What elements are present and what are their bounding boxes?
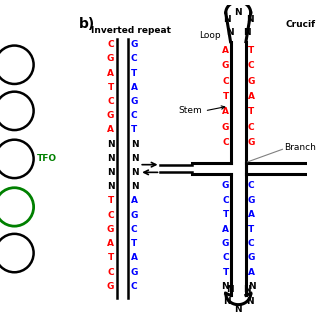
Text: A: A [131,196,138,205]
Text: N: N [223,15,230,24]
Text: N: N [226,285,233,294]
Text: G: G [221,123,228,132]
Text: N: N [235,8,242,17]
Text: G: G [248,76,255,85]
Text: C: C [131,225,137,234]
Text: Loop: Loop [199,31,220,40]
Text: C: C [248,61,254,70]
Text: A: A [107,125,114,134]
Text: Inverted repeat: Inverted repeat [91,26,171,35]
Text: T: T [222,210,228,219]
Text: G: G [248,196,255,205]
Text: C: C [108,211,114,220]
Text: C: C [222,253,228,262]
Text: G: G [107,111,114,120]
Text: G: G [131,40,138,49]
Text: T: T [248,107,254,116]
Text: A: A [248,210,255,219]
Text: C: C [248,123,254,132]
Text: N: N [131,168,138,177]
Text: A: A [107,239,114,248]
Text: T: T [248,46,254,55]
Text: T: T [108,83,114,92]
Text: N: N [131,182,138,191]
Text: A: A [248,268,255,277]
Text: C: C [222,76,228,85]
Text: N: N [248,282,255,291]
Text: Branch: Branch [284,143,316,152]
Text: G: G [131,268,138,276]
Text: G: G [131,97,138,106]
Text: TFO: TFO [36,155,57,164]
Text: A: A [131,253,138,262]
Text: T: T [222,92,228,101]
Text: N: N [107,154,114,163]
Text: C: C [108,97,114,106]
Text: N: N [246,297,253,306]
Text: N: N [246,15,253,24]
Text: A: A [222,225,228,234]
Text: C: C [222,138,228,147]
Text: G: G [107,282,114,291]
Text: N: N [131,154,138,163]
Text: T: T [248,225,254,234]
Text: N: N [243,28,251,36]
Text: G: G [221,61,228,70]
Text: N: N [107,140,114,148]
Text: C: C [131,111,137,120]
Text: T: T [108,253,114,262]
Text: b): b) [79,17,95,31]
Text: C: C [248,181,254,190]
Text: C: C [108,40,114,49]
Text: T: T [131,68,137,77]
Text: C: C [222,196,228,205]
Text: C: C [131,54,137,63]
Text: A: A [107,68,114,77]
Text: T: T [131,239,137,248]
Text: Crucif: Crucif [285,20,316,28]
Text: G: G [107,225,114,234]
Text: G: G [221,181,228,190]
Text: N: N [235,305,242,314]
Text: N: N [107,168,114,177]
Text: G: G [131,211,138,220]
Text: A: A [222,46,228,55]
Text: N: N [221,282,228,291]
Text: N: N [107,182,114,191]
Text: C: C [108,268,114,276]
Text: T: T [108,196,114,205]
Text: C: C [248,239,254,248]
Text: N: N [243,285,251,294]
Text: N: N [131,140,138,148]
Text: G: G [107,54,114,63]
Text: G: G [248,253,255,262]
Text: G: G [221,239,228,248]
Text: A: A [248,92,255,101]
Text: C: C [131,282,137,291]
Text: A: A [222,107,228,116]
Text: G: G [248,138,255,147]
Text: A: A [131,83,138,92]
Text: N: N [223,297,230,306]
Text: N: N [226,28,233,36]
Text: T: T [222,268,228,277]
Text: Stem: Stem [178,106,202,116]
Text: T: T [131,125,137,134]
